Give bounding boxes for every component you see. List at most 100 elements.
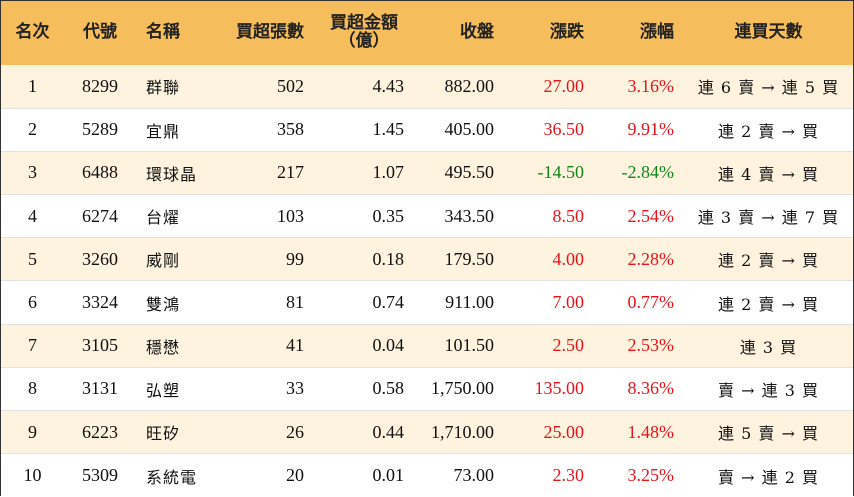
cell-code: 3105 xyxy=(64,323,136,368)
cell-change-pct: 3.25% xyxy=(594,453,684,497)
cell-rank: 1 xyxy=(28,75,37,96)
cell-net-buy-amount: 1.45 xyxy=(314,107,414,152)
cell-close: 882.00 xyxy=(444,75,495,96)
header-net-buy-amount-line1: 買超金額 xyxy=(330,13,398,34)
cell-net-buy-lots: 33 xyxy=(211,366,314,411)
cell-rank: 4 xyxy=(1,194,64,238)
cell-consecutive-days: 連 5 賣 → 買 xyxy=(684,409,853,454)
table-row: 3 6488 環球晶 217 1.07 495.50 -14.50 -2.84% 連 4 賣 →… xyxy=(1,150,853,195)
cell-change-pct: -2.84% xyxy=(594,150,684,195)
cell-rank: 6 xyxy=(1,280,64,325)
cell-net-buy-amount: 0.04 xyxy=(314,323,414,368)
cell-consecutive-days: 連 3 賣 → 連 7 買 xyxy=(684,194,853,238)
table-row: 4 6274 台燿 103 0.35 343.50 8.50 2.54% 連 3 賣 → 連 7… xyxy=(1,194,853,238)
cell-net-buy-amount: 0.01 xyxy=(314,453,414,497)
cell-change-pct: 3.16% xyxy=(627,75,675,96)
table-row: 9 6223 旺矽 26 0.44 1,710.00 25.00 1.48% 連 5 賣 → 買 xyxy=(1,409,853,454)
cell-code: 6274 xyxy=(64,194,136,238)
cell-net-buy-amount: 1.07 xyxy=(314,150,414,195)
cell-rank: 7 xyxy=(1,323,64,368)
cell-net-buy-lots: 358 xyxy=(211,107,314,152)
cell-rank: 3 xyxy=(1,150,64,195)
cell-rank: 8 xyxy=(1,366,64,411)
table-row: 5 3260 威剛 99 0.18 179.50 4.00 2.28% 連 2 賣 → 買 xyxy=(1,237,853,281)
cell-change: 8.50 xyxy=(504,194,594,238)
cell-change-pct: 9.91% xyxy=(594,107,684,152)
header-net-buy-amount-line2: （億） xyxy=(338,31,390,51)
cell-net-buy-amount: 0.35 xyxy=(314,194,414,238)
header-change-pct: 漲幅 xyxy=(640,22,674,43)
cell-net-buy-lots: 103 xyxy=(211,194,314,238)
table-row: 10 5309 系統電 20 0.01 73.00 2.30 3.25% 賣 → 連 2 買 xyxy=(1,453,853,497)
cell-name: 環球晶 xyxy=(136,150,211,195)
cell-change: 27.00 xyxy=(543,75,585,96)
header-change: 漲跌 xyxy=(550,22,584,43)
cell-code: 3260 xyxy=(64,237,136,281)
cell-code: 3131 xyxy=(64,366,136,411)
cell-net-buy-amount: 4.43 xyxy=(372,75,405,96)
cell-net-buy-lots: 81 xyxy=(211,280,314,325)
header-rank: 名次 xyxy=(15,22,50,43)
cell-change: 135.00 xyxy=(504,366,594,411)
cell-consecutive-days: 連 3 買 xyxy=(684,323,853,368)
cell-name: 宜鼎 xyxy=(136,107,211,152)
cell-change: 2.30 xyxy=(504,453,594,497)
cell-name: 穩懋 xyxy=(136,323,211,368)
cell-close: 73.00 xyxy=(414,453,504,497)
cell-change: 36.50 xyxy=(504,107,594,152)
cell-consecutive-days: 賣 → 連 2 買 xyxy=(684,453,853,497)
cell-change-pct: 2.54% xyxy=(594,194,684,238)
header-code: 代號 xyxy=(83,22,117,43)
header-net-buy-lots: 買超張數 xyxy=(236,22,304,43)
cell-close: 405.00 xyxy=(414,107,504,152)
cell-code: 3324 xyxy=(64,280,136,325)
cell-change: 4.00 xyxy=(504,237,594,281)
cell-rank: 5 xyxy=(1,237,64,281)
table-body: 1 8299 群聯 502 4.43 882.00 27.00 3.16% 連 6 賣 → 連 … xyxy=(1,65,853,497)
cell-change: 2.50 xyxy=(504,323,594,368)
cell-net-buy-lots: 217 xyxy=(211,150,314,195)
cell-change-pct: 1.48% xyxy=(594,409,684,454)
cell-name: 威剛 xyxy=(136,237,211,281)
cell-change-pct: 2.28% xyxy=(594,237,684,281)
cell-consecutive-days: 連 2 賣 → 買 xyxy=(684,107,853,152)
cell-close: 1,750.00 xyxy=(414,366,504,411)
cell-change-pct: 2.53% xyxy=(594,323,684,368)
table-header-row: 名次 代號 名稱 買超張數 買超金額 （億） 收盤 漲跌 漲幅 連買天數 xyxy=(1,1,853,65)
cell-close: 343.50 xyxy=(414,194,504,238)
table-row: 2 5289 宜鼎 358 1.45 405.00 36.50 9.91% 連 2 賣 → 買 xyxy=(1,107,853,152)
cell-change: 25.00 xyxy=(504,409,594,454)
cell-change-pct: 0.77% xyxy=(594,280,684,325)
cell-rank: 10 xyxy=(1,453,64,497)
cell-net-buy-lots: 99 xyxy=(211,237,314,281)
cell-net-buy-lots: 502 xyxy=(277,75,304,96)
cell-name: 系統電 xyxy=(136,453,211,497)
cell-code: 6223 xyxy=(64,409,136,454)
cell-net-buy-lots: 26 xyxy=(211,409,314,454)
cell-change-pct: 8.36% xyxy=(594,366,684,411)
cell-net-buy-amount: 0.18 xyxy=(314,237,414,281)
cell-rank: 9 xyxy=(1,409,64,454)
table-row: 1 8299 群聯 502 4.43 882.00 27.00 3.16% 連 6 賣 → 連 … xyxy=(1,65,853,109)
cell-net-buy-amount: 0.44 xyxy=(314,409,414,454)
cell-consecutive-days: 連 2 賣 → 買 xyxy=(684,280,853,325)
cell-consecutive-days: 連 2 賣 → 買 xyxy=(684,237,853,281)
cell-rank: 2 xyxy=(1,107,64,152)
table-row: 8 3131 弘塑 33 0.58 1,750.00 135.00 8.36% 賣 → 連 3 … xyxy=(1,366,853,411)
cell-net-buy-lots: 20 xyxy=(211,453,314,497)
table-row: 6 3324 雙鴻 81 0.74 911.00 7.00 0.77% 連 2 賣 → 買 xyxy=(1,280,853,325)
cell-net-buy-amount: 0.58 xyxy=(314,366,414,411)
cell-code: 5309 xyxy=(64,453,136,497)
cell-consecutive-days: 連 4 賣 → 買 xyxy=(684,150,853,195)
table-row: 7 3105 穩懋 41 0.04 101.50 2.50 2.53% 連 3 買 xyxy=(1,323,853,368)
cell-close: 1,710.00 xyxy=(414,409,504,454)
header-net-buy-amount: 買超金額 （億） xyxy=(314,1,414,65)
cell-name: 旺矽 xyxy=(136,409,211,454)
cell-close: 179.50 xyxy=(414,237,504,281)
header-name: 名稱 xyxy=(146,22,180,43)
cell-name: 群聯 xyxy=(146,78,181,98)
cell-change: -14.50 xyxy=(504,150,594,195)
cell-change: 7.00 xyxy=(504,280,594,325)
cell-close: 911.00 xyxy=(414,280,504,325)
